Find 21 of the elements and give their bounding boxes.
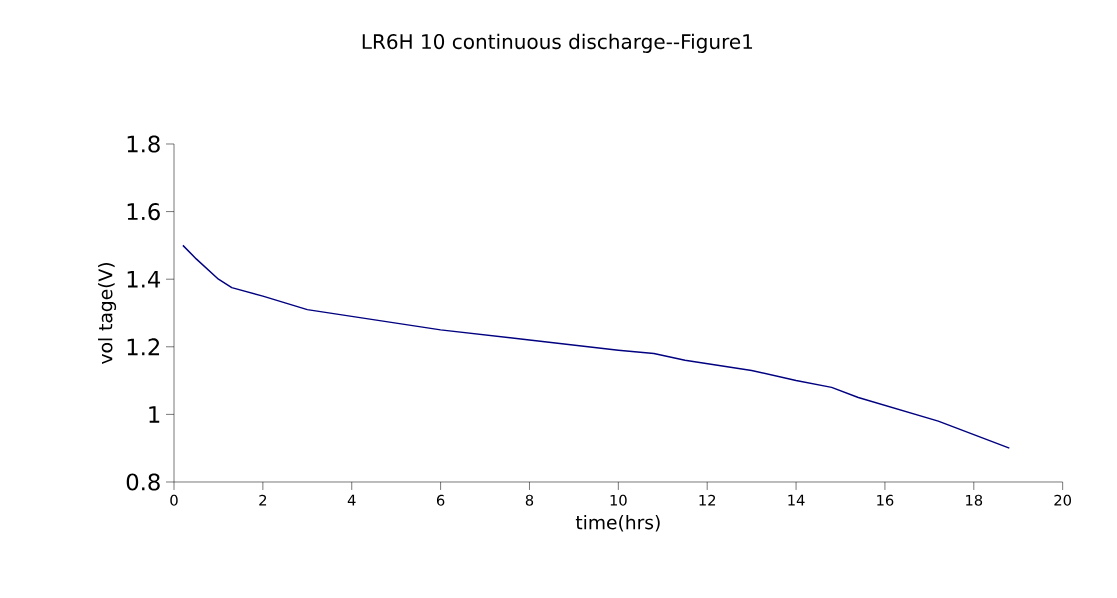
x-tick-label: 0 bbox=[170, 494, 178, 506]
y-tick-label: 1 bbox=[149, 406, 160, 423]
x-tick-label: 12 bbox=[699, 494, 716, 506]
y-tick-label: 1.4 bbox=[127, 270, 161, 288]
line-series bbox=[182, 244, 1011, 449]
chart-title: LR6H 10 continuous discharge--Figure1 bbox=[362, 33, 753, 53]
y-tick-label: 0.8 bbox=[126, 473, 160, 491]
x-tick-label: 2 bbox=[259, 494, 267, 506]
y-tick-label: 1.2 bbox=[127, 338, 160, 356]
y-axis-title: vol tage(V) bbox=[98, 263, 117, 364]
y-tick-label: 1.6 bbox=[127, 203, 160, 221]
x-tick-label: 6 bbox=[436, 494, 445, 506]
x-tick-label: 18 bbox=[966, 494, 983, 506]
x-tick-label: 10 bbox=[610, 494, 627, 506]
x-axis-title: time(hrs) bbox=[575, 514, 660, 532]
y-tick-label: 1.8 bbox=[127, 135, 160, 153]
x-tick-label: 4 bbox=[347, 494, 356, 506]
x-tick-label: 20 bbox=[1054, 494, 1072, 506]
x-tick-label: 16 bbox=[877, 494, 894, 506]
x-tick-label: 8 bbox=[525, 494, 534, 506]
x-tick-label: 14 bbox=[788, 494, 805, 506]
